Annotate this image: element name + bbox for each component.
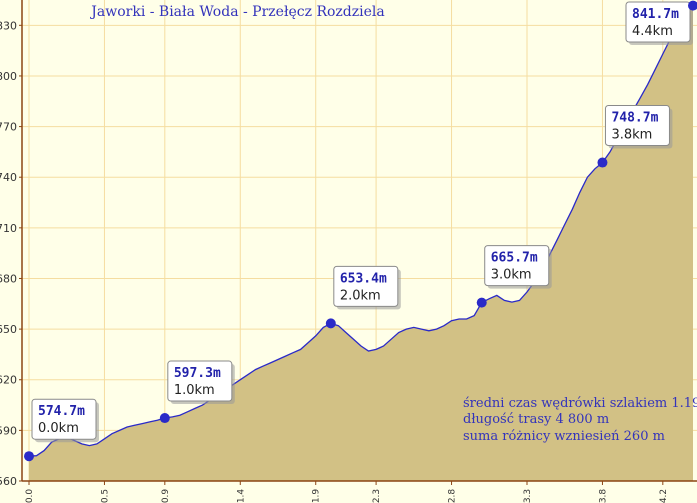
elevation-area — [29, 5, 693, 481]
marker-distance: 0.0km — [38, 421, 79, 436]
x-tick-label: 2.3 — [372, 489, 382, 503]
marker-distance: 1.0km — [174, 383, 215, 398]
marker-elevation: 574.7m — [38, 404, 85, 419]
marker-distance: 2.0km — [340, 288, 381, 303]
y-axis-ticks: 560 590 620 650 680 710 740 770 800 830 — [0, 19, 22, 488]
marker-label-box — [333, 265, 399, 307]
elevation-marker[interactable]: 748.7m 3.8km — [597, 105, 673, 168]
marker-label-box — [167, 360, 233, 402]
y-tick-label: 830 — [0, 19, 17, 32]
y-tick-label: 800 — [0, 70, 17, 83]
x-tick-label: 0.9 — [161, 489, 171, 503]
marker-label-box — [604, 105, 670, 147]
trail-summary: średni czas wędrówki szlakiem 1.19 h dłu… — [463, 396, 697, 444]
y-tick-label: 560 — [0, 475, 17, 488]
marker-dot — [24, 451, 34, 462]
elevation-marker[interactable]: 597.3m 1.0km — [159, 360, 235, 424]
marker-dot — [688, 0, 697, 11]
marker-label-box — [31, 398, 97, 440]
x-tick-label: 3.8 — [598, 489, 608, 503]
elevation-marker[interactable]: 665.7m 3.0km — [476, 245, 552, 308]
marker-dot — [476, 297, 487, 308]
marker-elevation: 841.7m — [632, 7, 679, 22]
marker-elevation: 597.3m — [174, 366, 221, 381]
y-tick-label: 710 — [0, 222, 17, 235]
elevation-line — [28, 5, 694, 457]
x-tick-label: 1.9 — [312, 489, 322, 503]
summary-average-time: średni czas wędrówki szlakiem 1.19 h — [463, 396, 697, 411]
marker-elevation: 653.4m — [340, 271, 387, 286]
x-tick-label: 4.2 — [659, 489, 669, 503]
x-tick-label: 3.3 — [523, 489, 533, 503]
y-tick-label: 740 — [0, 171, 17, 184]
summary-trail-length: długość trasy 4 800 m — [463, 412, 609, 427]
y-tick-label: 770 — [0, 121, 17, 134]
marker-dot — [159, 413, 170, 424]
x-tick-label: 1.4 — [236, 489, 246, 503]
elevation-markers: 574.7m 0.0km 597.3m 1.0km 653.4m 2.0km 665.7m 3… — [24, 0, 697, 462]
summary-elevation-gain: suma różnicy wzniesień 260 m — [463, 429, 665, 444]
marker-label-box — [625, 1, 691, 43]
elevation-marker[interactable]: 574.7m 0.0km — [24, 398, 99, 462]
chart-title: Jaworki - Biała Woda - Przełęcz Rozdziel… — [89, 4, 384, 20]
marker-elevation: 665.7m — [491, 251, 538, 266]
marker-label-box — [484, 245, 550, 287]
x-tick-label: 2.8 — [448, 489, 458, 503]
x-tick-label: 0.5 — [100, 489, 110, 503]
marker-elevation: 748.7m — [611, 111, 658, 126]
marker-distance: 4.4km — [632, 24, 673, 39]
y-tick-label: 590 — [0, 424, 17, 437]
y-tick-label: 620 — [0, 374, 17, 387]
marker-dot — [325, 318, 336, 329]
y-tick-label: 650 — [0, 323, 17, 336]
marker-dot — [597, 157, 608, 168]
x-axis-ticks: 0.0 0.5 0.9 1.4 1.9 2.3 2.8 3.3 3.8 4.2 — [25, 481, 669, 503]
x-tick-label: 0.0 — [25, 489, 35, 503]
elevation-marker[interactable]: 841.7m 4.4km — [625, 0, 697, 45]
marker-distance: 3.8km — [611, 128, 652, 143]
marker-distance: 3.0km — [491, 268, 532, 283]
elevation-marker[interactable]: 653.4m 2.0km — [325, 265, 401, 329]
y-tick-label: 680 — [0, 272, 17, 285]
